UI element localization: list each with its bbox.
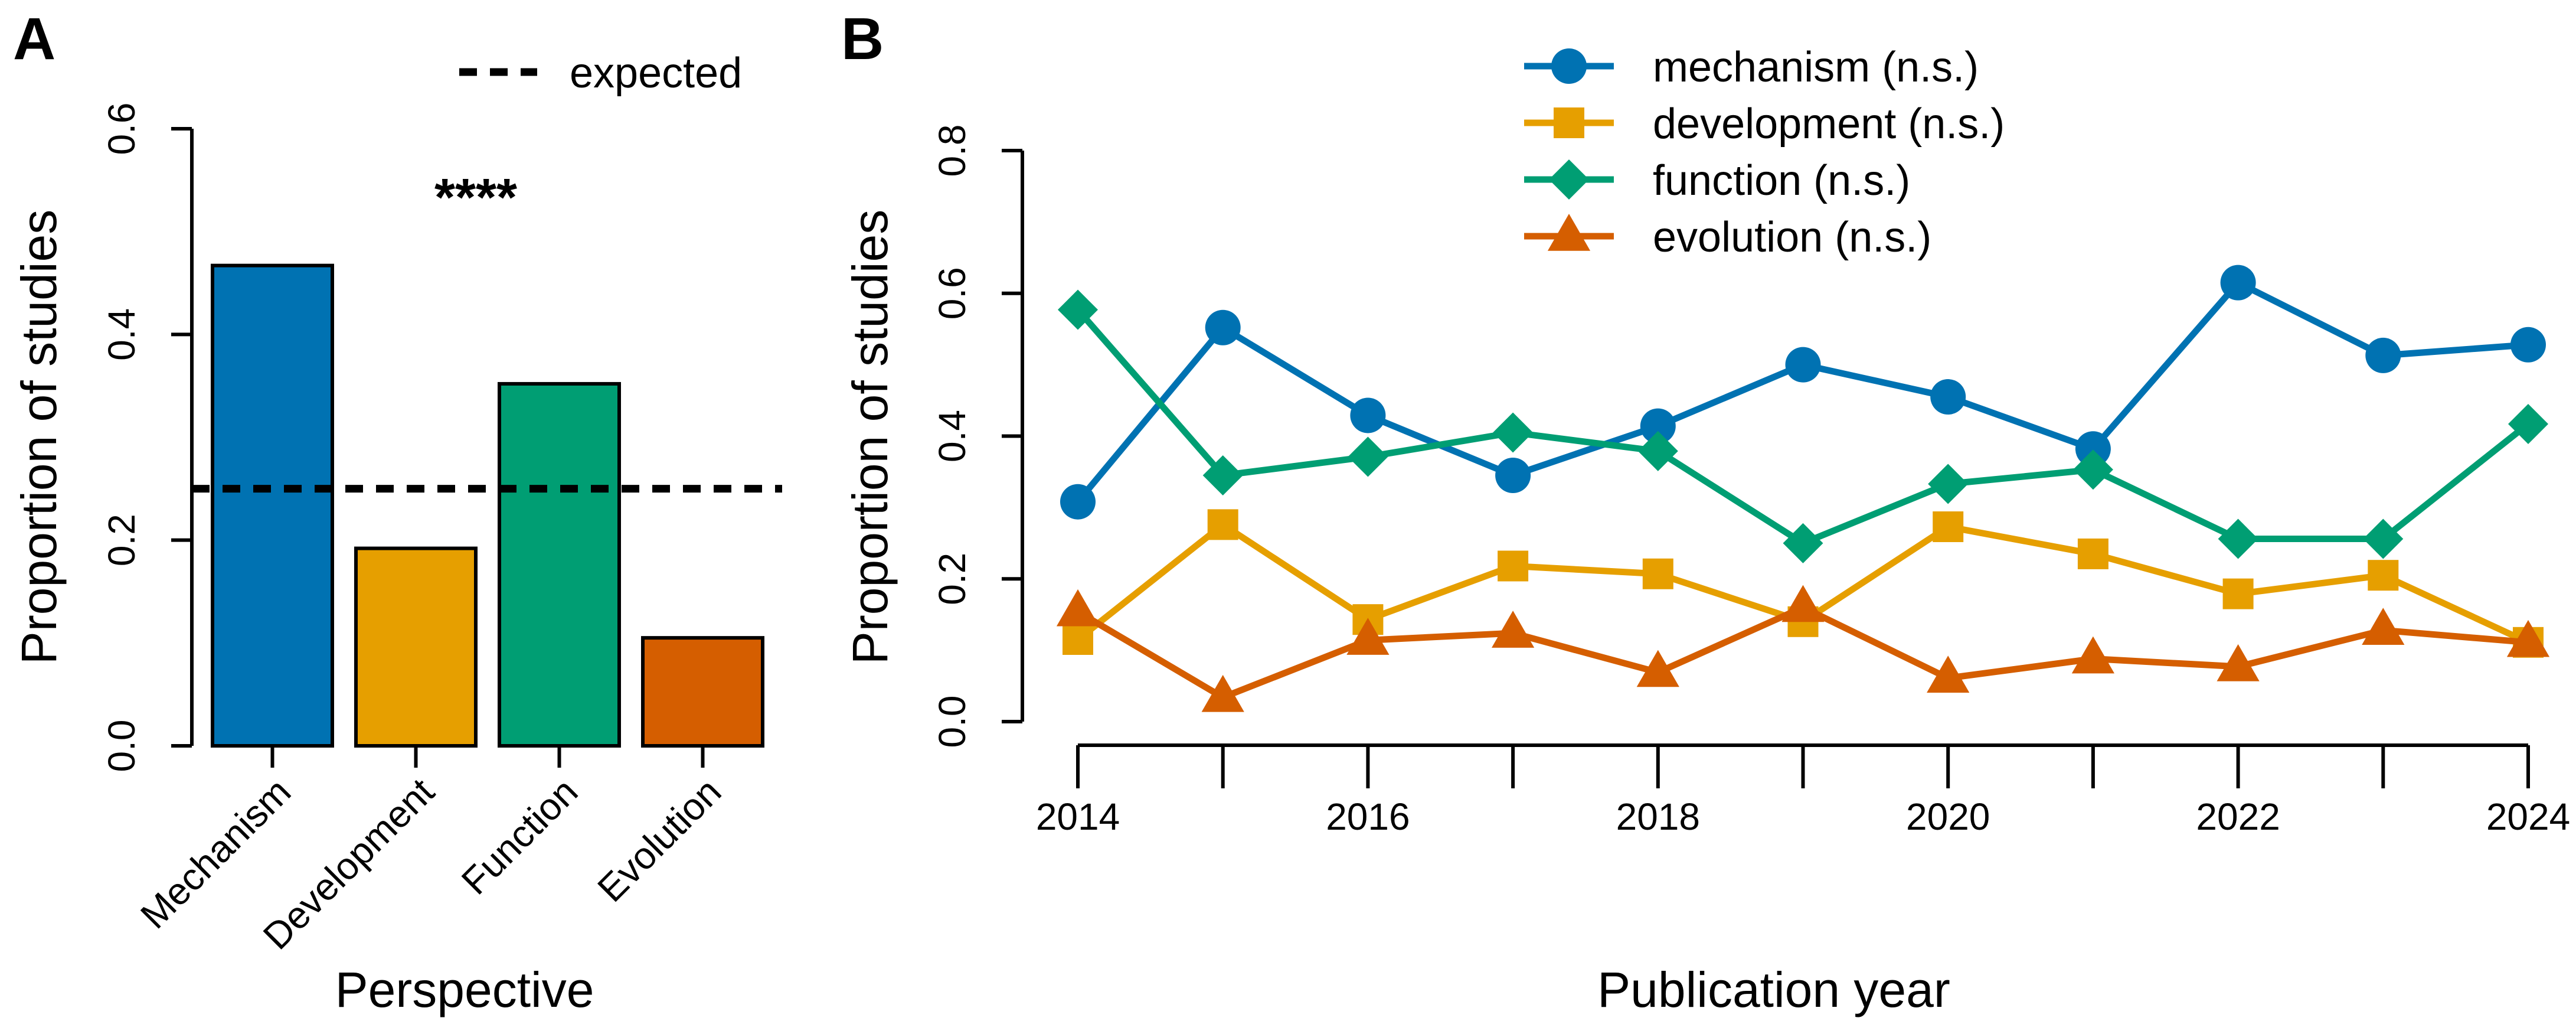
point-mechanism: [1930, 379, 1966, 415]
series-mechanism: [1060, 265, 2546, 520]
panel-b-x-tick-label: 2014: [1036, 795, 1120, 838]
panel-a-y-tick-label: 0.6: [100, 103, 143, 155]
point-function: [1202, 455, 1243, 495]
point-evolution: [1636, 650, 1679, 687]
panel-a: A 0.0 0.2 0.4 0.6 Proportion of studies exp…: [11, 6, 782, 1017]
point-evolution: [1927, 655, 1970, 693]
point-function: [1058, 289, 1098, 330]
bar-mechanism: [211, 263, 334, 748]
panel-a-y-tick-label: 0.0: [100, 720, 143, 772]
point-mechanism: [1640, 408, 1676, 444]
panel-b-y-ticks: 0.0 0.2 0.4 0.6 0.8: [931, 125, 1022, 748]
panel-b-x-tick-label: 2022: [2196, 795, 2280, 838]
series-function: [1058, 289, 2548, 563]
point-mechanism: [1785, 347, 1821, 383]
legend-marker-evolution: [1547, 214, 1591, 251]
point-evolution: [2217, 644, 2260, 681]
point-evolution: [2071, 636, 2114, 674]
panel-b: B 0.00.20.40.60.8 Proportion of studies …: [841, 6, 2570, 1017]
point-function: [2363, 518, 2404, 559]
panel-b-x-tick-label: 2016: [1326, 795, 1410, 838]
point-evolution: [2506, 619, 2550, 657]
point-development: [2222, 578, 2254, 609]
line-function: [1075, 307, 2531, 547]
x-label-function: Function: [453, 770, 586, 902]
legend-marker-function: [1549, 159, 1589, 200]
point-function: [1637, 430, 1678, 471]
legend-label-development: development (n.s.): [1653, 100, 2005, 148]
point-evolution: [1201, 674, 1244, 712]
point-function: [1348, 436, 1388, 477]
panel-a-x-axis-title: Perspective: [335, 962, 594, 1017]
panel-a-bars: [211, 263, 764, 748]
point-development: [1933, 511, 1964, 543]
series-evolution: [1056, 585, 2550, 712]
panel-b-x-tick-label: 2024: [2486, 795, 2570, 838]
point-mechanism: [1060, 484, 1096, 520]
point-development: [1642, 558, 1673, 589]
panel-b-x-axis-title: Publication year: [1597, 962, 1950, 1017]
point-mechanism: [2075, 431, 2111, 467]
bar-function: [498, 381, 621, 748]
panel-a-y-tick-label: 0.4: [100, 308, 143, 361]
point-function: [2218, 518, 2258, 559]
point-mechanism: [2510, 327, 2546, 363]
panel-b-y-tick-label: 0.4: [931, 410, 973, 462]
panel-a-letter: A: [13, 6, 55, 72]
legend-marker-development: [1554, 107, 1584, 138]
legend-marker-mechanism: [1551, 48, 1587, 84]
point-mechanism: [2365, 337, 2401, 373]
bar-evolution: [641, 636, 764, 748]
panel-b-y-axis-title: Proportion of studies: [842, 210, 898, 664]
point-function: [2072, 449, 2113, 490]
panel-b-y-tick-label: 0.8: [931, 125, 973, 177]
point-mechanism: [1205, 309, 1241, 345]
x-label-evolution: Evolution: [589, 770, 729, 910]
panel-a-y-ticks: 0.0 0.2 0.4 0.6: [100, 103, 192, 772]
panel-a-legend: expected: [459, 50, 742, 97]
point-mechanism: [1495, 457, 1531, 493]
legend-label-evolution: evolution (n.s.): [1653, 214, 1931, 261]
panel-b-y-tick-label: 0.0: [931, 696, 973, 748]
point-evolution: [1346, 618, 1390, 655]
point-development: [2368, 560, 2399, 591]
point-evolution: [1492, 611, 1535, 648]
point-evolution: [2362, 608, 2405, 645]
panel-a-y-axis-title: Proportion of studies: [11, 210, 67, 664]
panel-b-legend: mechanism (n.s.) development (n.s.) functi…: [1524, 44, 2005, 261]
point-development: [1498, 550, 1529, 582]
panel-b-y-tick-label: 0.2: [931, 553, 973, 605]
legend-label-mechanism: mechanism (n.s.): [1653, 44, 1979, 91]
panel-b-series: [1056, 265, 2550, 712]
point-function: [1493, 412, 1534, 453]
panel-a-y-tick-label: 0.2: [100, 514, 143, 566]
point-mechanism: [2220, 265, 2256, 301]
point-evolution: [1781, 585, 1825, 622]
point-development: [1063, 624, 1093, 655]
point-function: [1783, 523, 1823, 563]
panel-b-y-tick-label: 0.6: [931, 267, 973, 319]
panel-b-x-ticks: 2014 2016 2018 2020 2022 2024: [1036, 745, 2570, 838]
point-development: [1207, 509, 1238, 540]
panel-b-letter: B: [841, 6, 884, 72]
point-development: [2077, 538, 2108, 569]
panel-b-x-tick-label: 2018: [1616, 795, 1700, 838]
significance-annotation: ****: [434, 168, 517, 227]
point-function: [2508, 403, 2548, 444]
legend-label-function: function (n.s.): [1653, 157, 1910, 204]
bar-development: [354, 546, 478, 748]
panel-b-x-tick-label: 2020: [1906, 795, 1990, 838]
expected-legend-label: expected: [570, 50, 742, 97]
point-evolution: [1056, 589, 1100, 627]
point-function: [1928, 464, 1969, 504]
point-mechanism: [1350, 397, 1386, 433]
